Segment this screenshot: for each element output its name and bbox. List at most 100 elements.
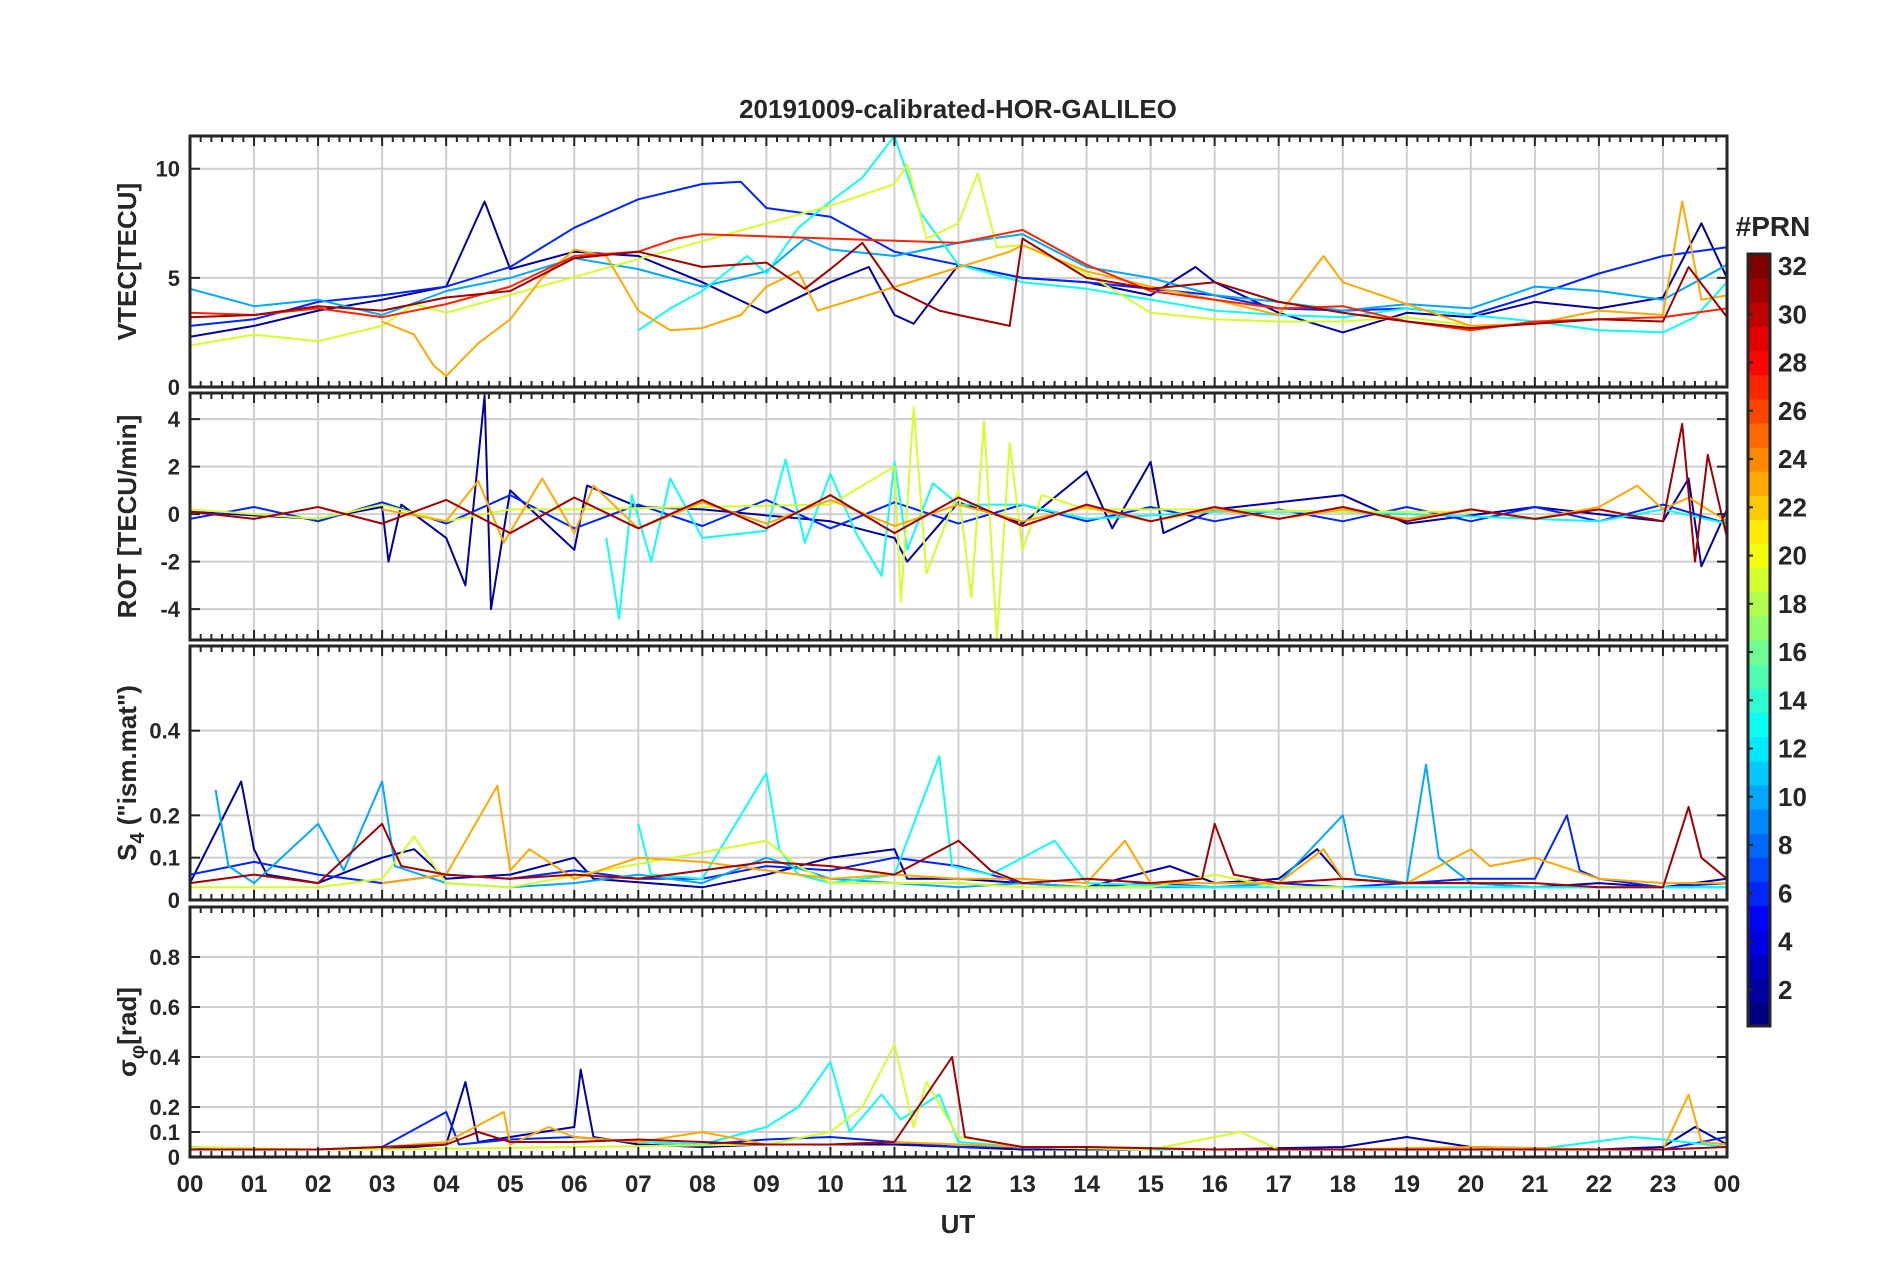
x-ticks: [189, 393, 1728, 640]
y-axis-label: S4 ("ism.mat"): [112, 685, 149, 861]
colorbar-segment: [1748, 422, 1770, 448]
series-prn-10: [190, 233, 1727, 316]
colorbar-segment: [1748, 905, 1770, 931]
y-tick-label: 0.1: [149, 1120, 180, 1145]
y-tick-label: 0.6: [149, 995, 180, 1020]
x-tick-label: 10: [817, 1171, 844, 1198]
colorbar-segment: [1748, 664, 1770, 689]
y-tick-label: 0: [168, 375, 180, 400]
x-tick-label: 12: [945, 1171, 972, 1198]
x-tick-label: 00: [177, 1171, 204, 1198]
colorbar-segment: [1748, 543, 1770, 569]
colorbar-segment: [1748, 1001, 1770, 1027]
colorbar-segment: [1748, 350, 1770, 376]
panel-vtec: 0 5 10 VTEC[TECU]: [112, 134, 1729, 400]
colorbar-segment: [1748, 977, 1770, 1003]
x-tick-label: 05: [497, 1171, 524, 1198]
chart-title: 20191009-calibrated-HOR-GALILEO: [739, 94, 1177, 124]
x-tick-label: 22: [1586, 1171, 1613, 1198]
colorbar-tick-label: 30: [1778, 299, 1807, 329]
series-prn-6: [190, 494, 1727, 530]
x-tick-label: 23: [1650, 1171, 1677, 1198]
colorbar-segment: [1748, 808, 1770, 834]
colorbar-segment: [1748, 784, 1770, 810]
series-group: [190, 394, 1727, 639]
panel-rot: -4 -2 0 2 4 ROT [TECU/min]: [112, 391, 1729, 642]
y-axis-label: VTEC[TECU]: [112, 183, 142, 340]
colorbar-tick-label: 6: [1778, 878, 1792, 908]
series-prn-31: [190, 422, 1727, 563]
colorbar-segment: [1748, 833, 1770, 858]
colorbar-label: #PRN: [1736, 211, 1811, 242]
x-tick-label: 14: [1073, 1171, 1100, 1198]
y-tick-label: 0.8: [149, 945, 180, 970]
series-prn-19: [190, 163, 1471, 347]
series-prn-13: [638, 1061, 1727, 1151]
x-ticks: [189, 136, 1728, 387]
y-tick-label: 0.2: [149, 1095, 180, 1120]
x-tick-label: 20: [1457, 1171, 1484, 1198]
colorbar-segment: [1748, 688, 1770, 713]
colorbar-segment: [1748, 736, 1770, 762]
colorbar-tick-label: 32: [1778, 251, 1807, 281]
y-axis-label: σφ[rad]: [112, 987, 149, 1077]
series-prn-23: [381, 477, 1727, 544]
x-ticks: [189, 646, 1728, 900]
colorbar-segment: [1748, 953, 1770, 979]
y-tick-label: 0.4: [149, 1045, 180, 1070]
x-tick-label: 21: [1522, 1171, 1549, 1198]
y-tick-label: 0.2: [149, 803, 180, 828]
series-prn-23: [381, 784, 1727, 885]
y-tick-label: 10: [156, 157, 180, 182]
colorbar-segment: [1748, 591, 1770, 617]
x-tick-label: 08: [689, 1171, 716, 1198]
y-axis-label: ROT [TECU/min]: [112, 415, 142, 619]
colorbar-tick-label: 22: [1778, 492, 1807, 522]
colorbar-segment: [1748, 640, 1770, 665]
colorbar-segment: [1748, 495, 1770, 520]
colorbar-segment: [1748, 374, 1770, 400]
x-tick-label: 18: [1329, 1171, 1356, 1198]
x-tick-label: 06: [561, 1171, 588, 1198]
colorbar-tick-label: 16: [1778, 637, 1807, 667]
series-prn-13: [637, 755, 1727, 889]
colorbar-tick-label: 24: [1778, 444, 1807, 474]
y-tick-label: 0: [168, 1145, 180, 1170]
colorbar-segment: [1748, 398, 1770, 424]
x-ticks: [189, 907, 1728, 1157]
colorbar-segment: [1748, 447, 1770, 472]
colorbar-tick-label: 4: [1778, 927, 1793, 957]
colorbar-segment: [1748, 567, 1770, 593]
colorbar-tick-label: 10: [1778, 782, 1807, 812]
series-prn-31: [190, 805, 1727, 889]
colorbar-segment: [1748, 254, 1770, 279]
series-group: [190, 755, 1727, 889]
x-tick-label: 03: [369, 1171, 396, 1198]
series-prn-2: [190, 200, 1727, 338]
colorbar-segment: [1748, 302, 1770, 327]
colorbar-segment: [1748, 760, 1770, 786]
x-tick-label: 19: [1393, 1171, 1420, 1198]
x-tick-label: 09: [753, 1171, 780, 1198]
series-prn-19: [190, 406, 1471, 639]
panel-sigma: 00.10.2 0.4 0.6 0.8σφ[rad]: [112, 905, 1729, 1170]
colorbar-tick-label: 20: [1778, 541, 1807, 571]
colorbar-segment: [1748, 929, 1770, 955]
y-tick-label: -4: [160, 597, 180, 622]
colorbar-segment: [1748, 471, 1770, 496]
panel-s4: 0 0.1 0.2 0.4S4 ("ism.mat"): [112, 644, 1729, 913]
colorbar-segment: [1748, 881, 1770, 906]
colorbar-segment: [1748, 519, 1770, 545]
colorbar-tick-label: 8: [1778, 830, 1792, 860]
x-tick-label: 16: [1201, 1171, 1228, 1198]
colorbar-tick-label: 14: [1778, 685, 1807, 715]
x-tick-label: 15: [1137, 1171, 1164, 1198]
colorbar-tick-label: 26: [1778, 396, 1807, 426]
colorbar-frame: [1746, 252, 1772, 1028]
series-group: [190, 136, 1727, 378]
y-tick-label: -2: [160, 550, 180, 575]
x-tick-label: 04: [433, 1171, 460, 1198]
colorbar-segment: [1748, 278, 1770, 303]
x-tick-label: 17: [1265, 1171, 1292, 1198]
